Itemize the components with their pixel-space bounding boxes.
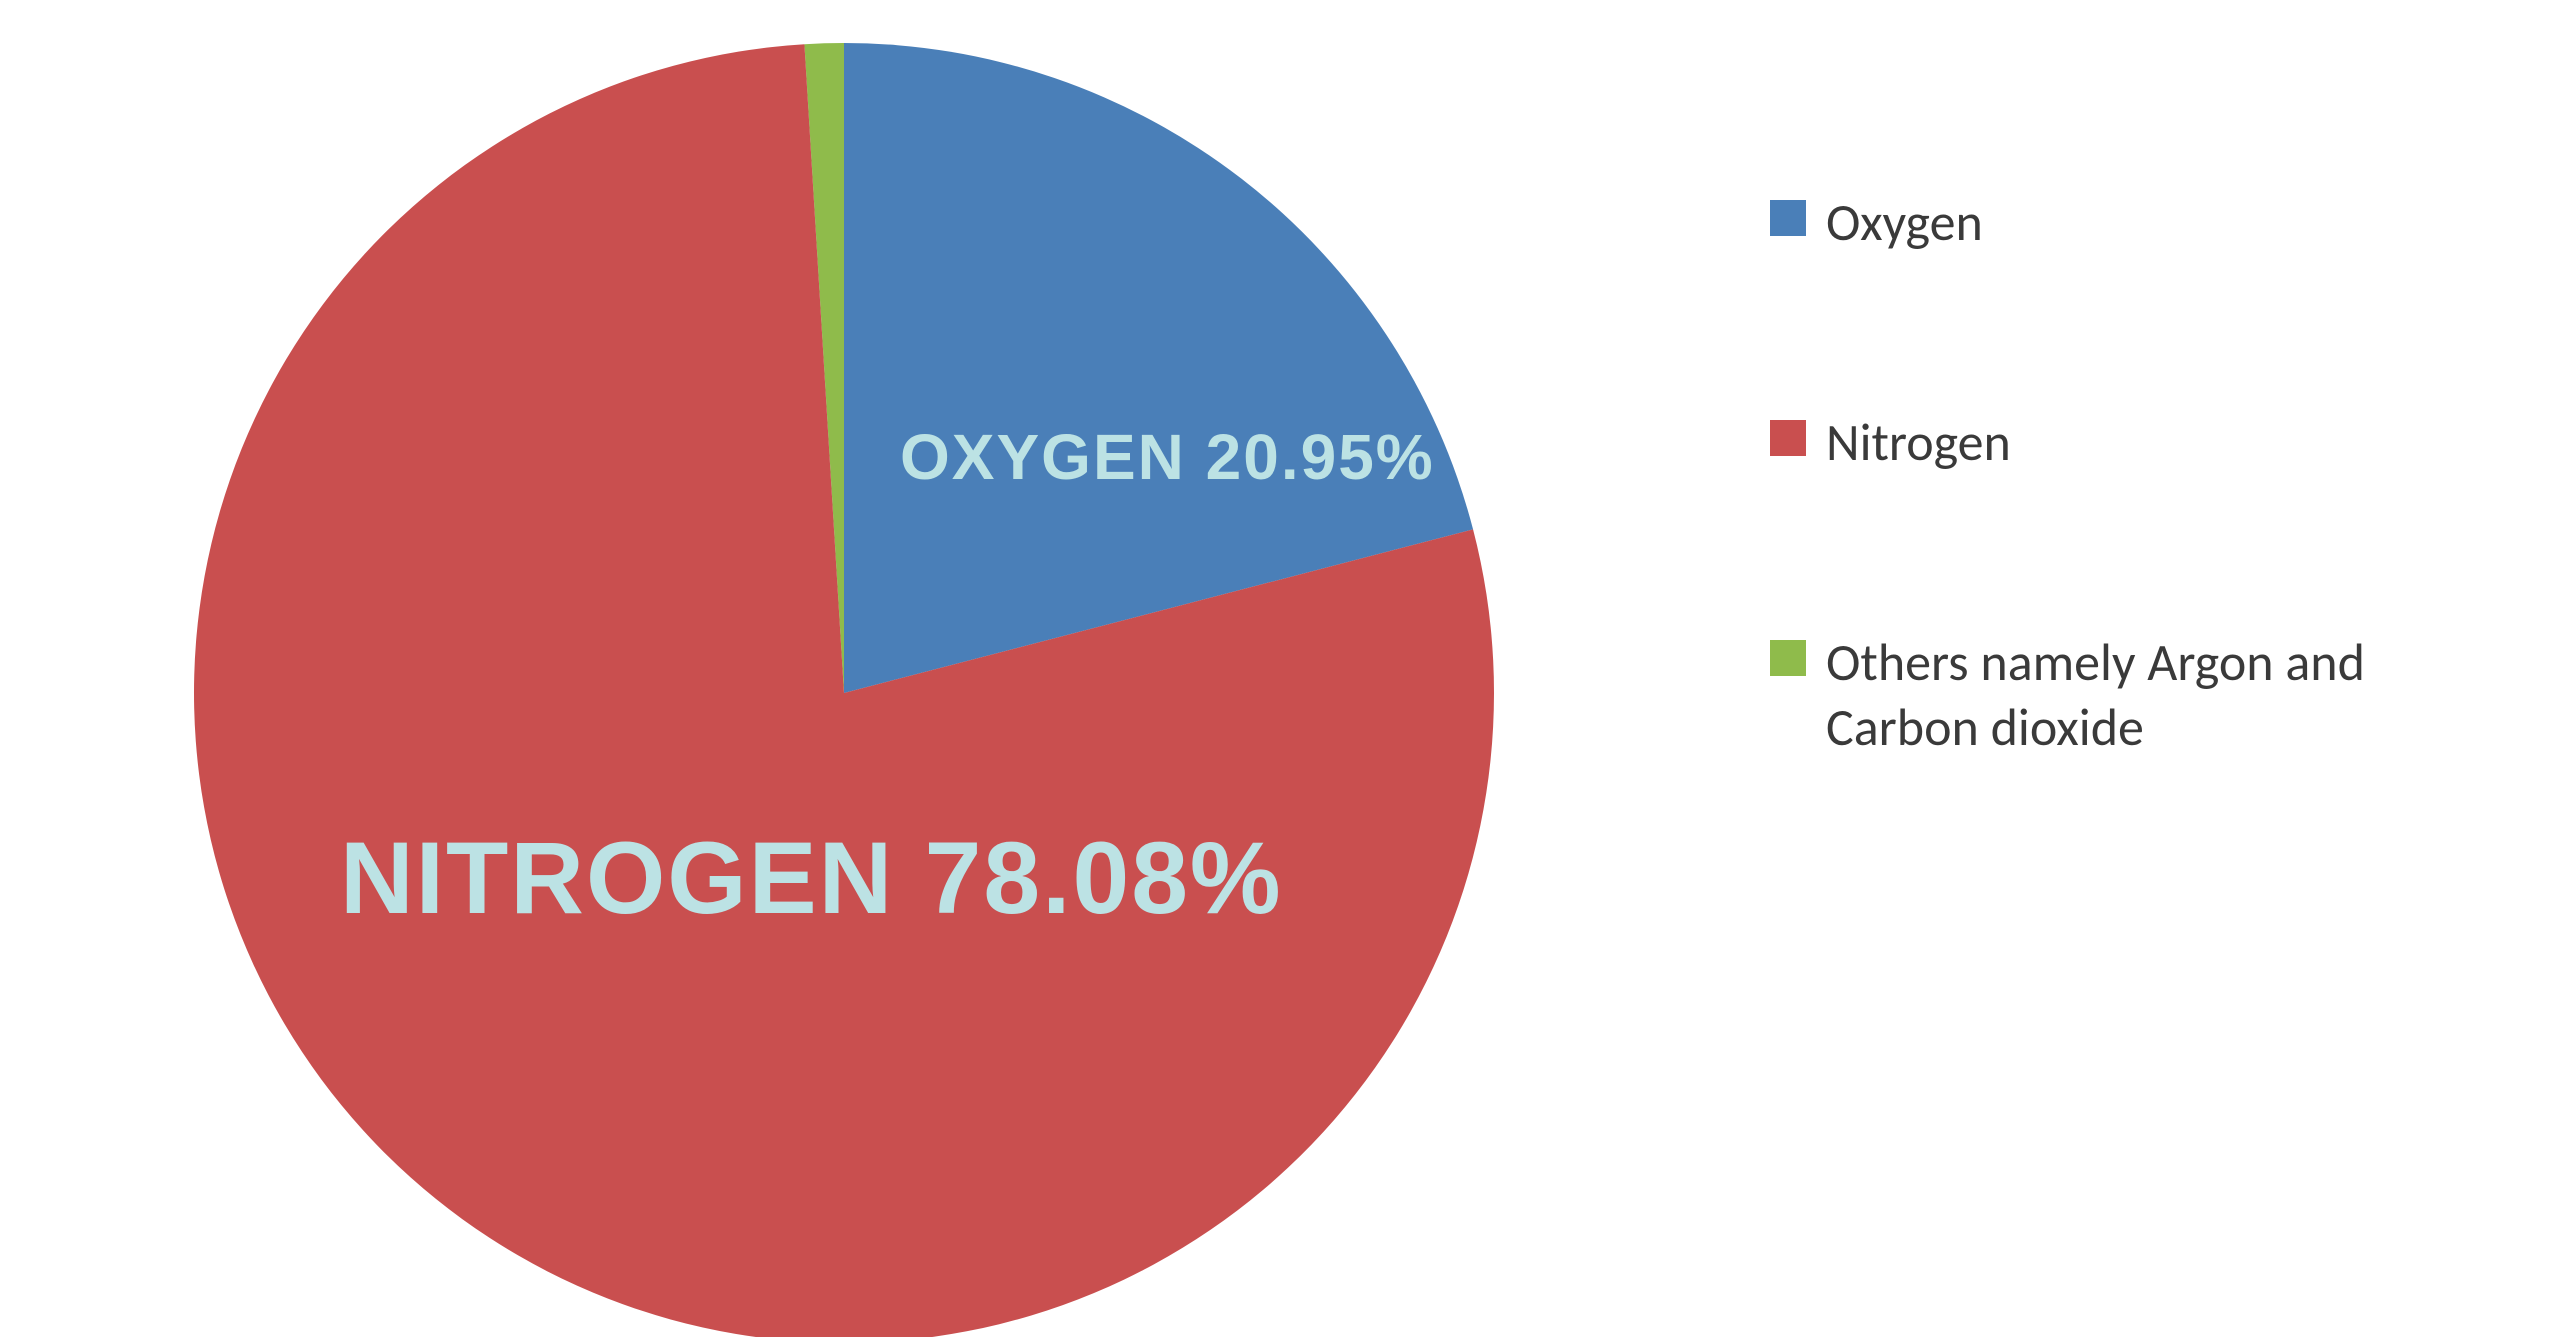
slice-label-nitrogen: Nitrogen 78.08% xyxy=(340,820,1283,937)
chart-legend: Oxygen Nitrogen Others namely Argon and C… xyxy=(1770,190,2470,915)
legend-item: Others namely Argon and Carbon dioxide xyxy=(1770,630,2470,760)
legend-item: Oxygen xyxy=(1770,190,2470,255)
legend-swatch xyxy=(1770,640,1806,676)
legend-label: Oxygen xyxy=(1826,190,1983,255)
legend-swatch xyxy=(1770,200,1806,236)
legend-swatch xyxy=(1770,420,1806,456)
legend-label: Nitrogen xyxy=(1826,410,2011,475)
legend-label: Others namely Argon and Carbon dioxide xyxy=(1826,630,2366,760)
pie-chart-container: Oxygen 20.95% Nitrogen 78.08% Oxygen Nitro… xyxy=(0,0,2560,1337)
slice-label-oxygen: Oxygen 20.95% xyxy=(900,420,1435,494)
legend-item: Nitrogen xyxy=(1770,410,2470,475)
